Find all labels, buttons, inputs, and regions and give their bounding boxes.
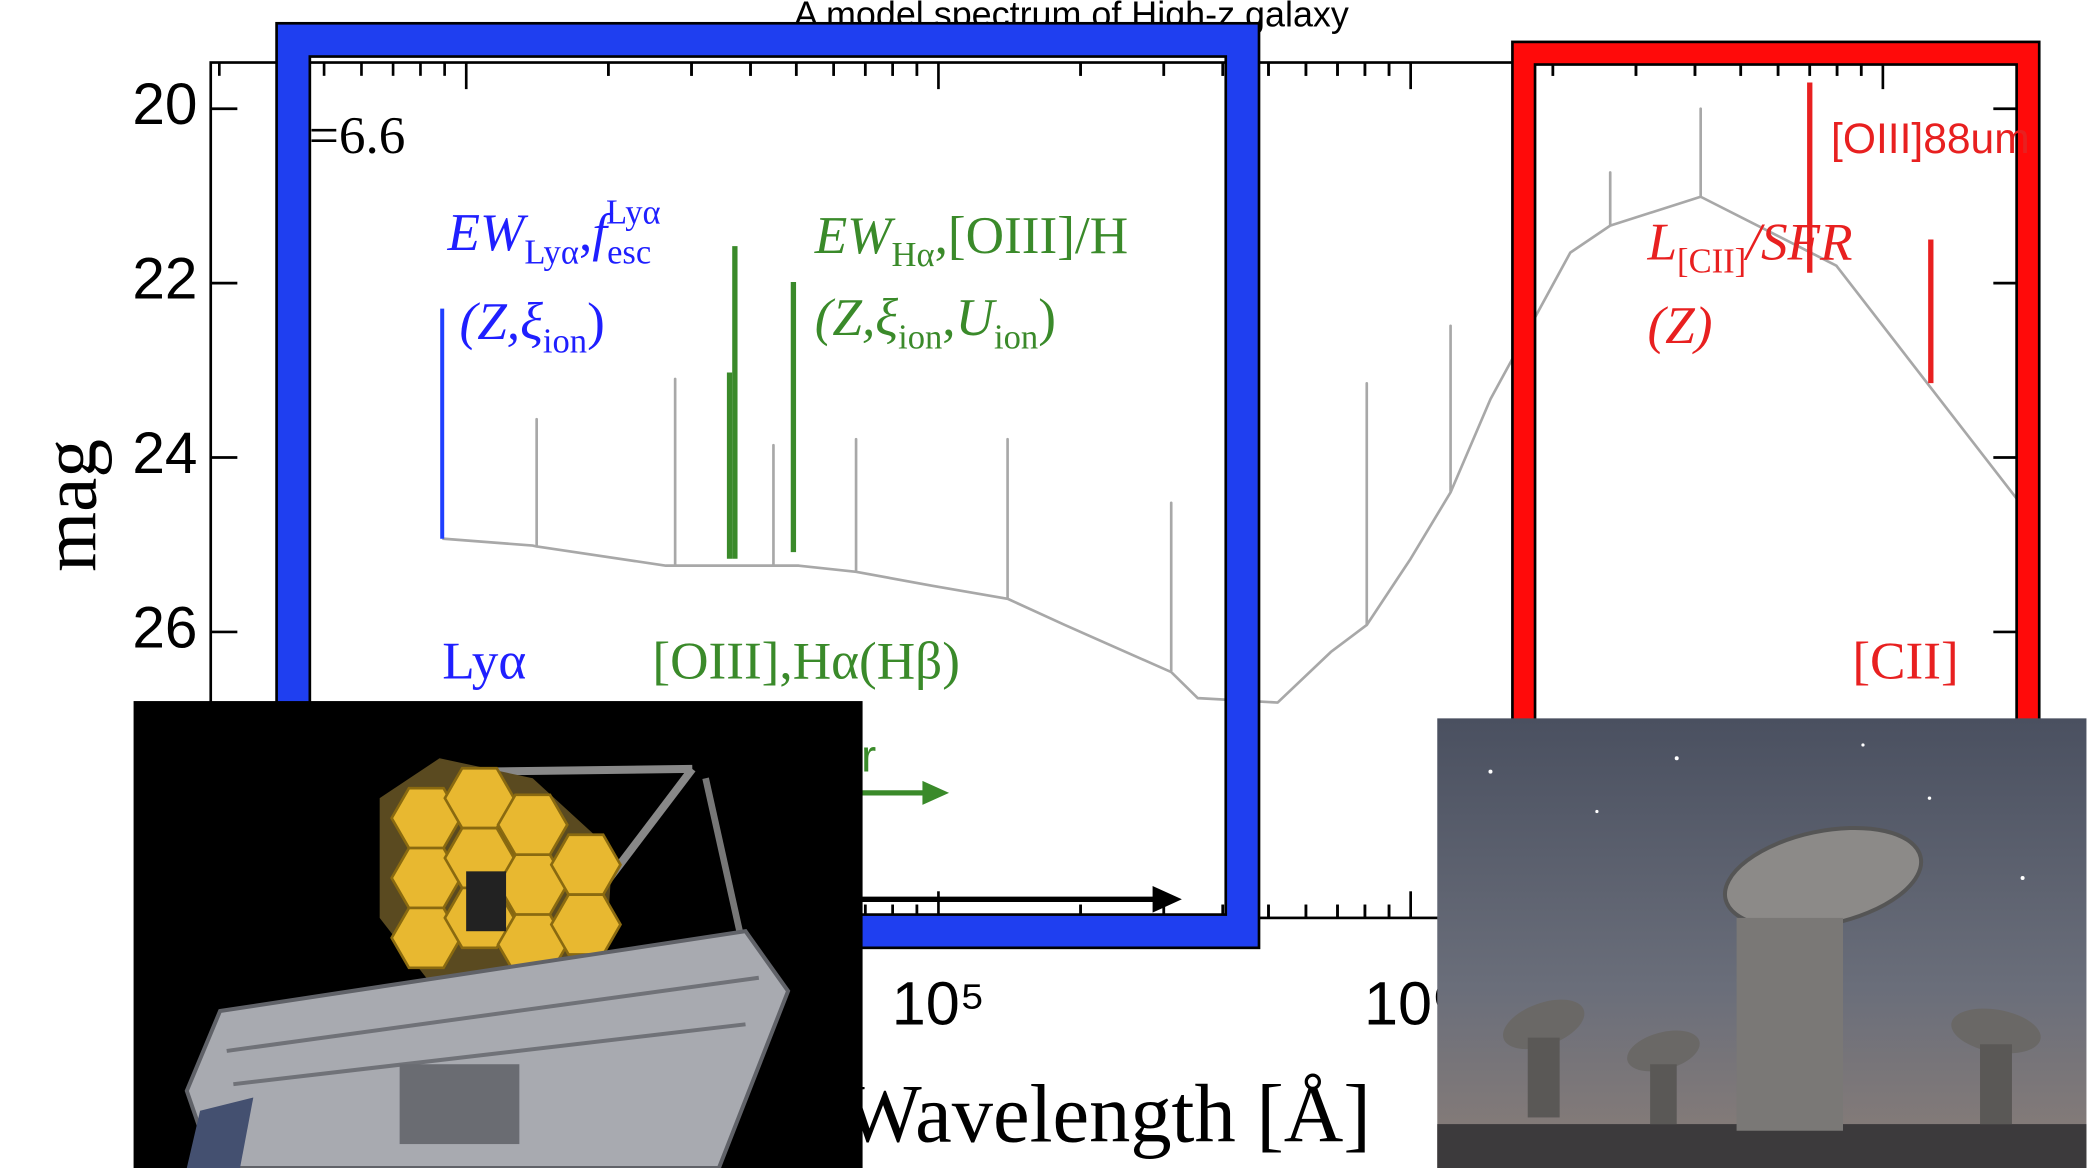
strut — [479, 769, 692, 772]
lya-label: Lyα — [442, 631, 526, 690]
y-tick-label: 20 — [132, 72, 197, 137]
star — [1675, 756, 1679, 760]
ha-diagnostic: EWHα,[OIII]/H — [814, 206, 1128, 274]
cii-dependence: (Z) — [1647, 296, 1712, 355]
antenna-base — [1737, 918, 1843, 1131]
oiii-label: [OIII],Hα(Hβ) — [652, 631, 960, 690]
text-part: /SFR — [1743, 212, 1852, 271]
text-part: U — [956, 288, 998, 347]
text-part: Lyα — [524, 233, 579, 271]
star — [1488, 770, 1492, 774]
spacecraft-bus — [400, 1064, 520, 1144]
text-part: [CII] — [1677, 243, 1746, 281]
text-part: (Z, — [815, 288, 876, 347]
alma-photo — [1437, 718, 2086, 1168]
lya-dependence: (Z,ξion) — [460, 292, 605, 360]
slide: A model spectrum of High-z galaxy 202224… — [0, 0, 2087, 1168]
antenna-base — [1650, 1064, 1677, 1124]
text-part: ion — [994, 319, 1038, 357]
cii-diagnostic: L[CII]/SFR — [1646, 212, 1852, 280]
page: {"chart_data": { "type": "line", "title"… — [0, 0, 2087, 1168]
star — [2021, 876, 2025, 880]
jwst-photo — [134, 701, 863, 1168]
text-part: ξ — [875, 288, 898, 347]
y-tick-label: 22 — [132, 247, 197, 312]
text-part: L — [1646, 212, 1677, 271]
text-part: , — [942, 288, 955, 347]
text-part: , — [579, 203, 592, 262]
star — [1861, 743, 1864, 746]
x-axis-label: Wavelength [Å] — [844, 1068, 1371, 1159]
secondary-mount — [466, 871, 506, 931]
text-part: EW — [447, 203, 529, 262]
text-part: (Z, — [460, 292, 521, 351]
text-part: ion — [543, 323, 587, 361]
text-part: ) — [1038, 288, 1056, 347]
cii-label: [CII] — [1852, 631, 1958, 690]
y-tick-label: 24 — [132, 421, 197, 486]
antenna-base — [1980, 1044, 2012, 1124]
text-part: ) — [587, 292, 605, 351]
antenna-base — [1528, 1038, 1560, 1118]
star — [1595, 810, 1598, 813]
y-tick-label: 26 — [132, 595, 197, 660]
text-part: Lyα — [606, 193, 661, 231]
x-tick-label: 10⁵ — [892, 969, 985, 1037]
text-part: ξ — [520, 292, 543, 351]
text-part: Hα — [892, 236, 935, 274]
text-part: EW — [814, 206, 896, 265]
text-part: ion — [898, 319, 942, 357]
lya-diagnostic: EWLyα,fescLyα — [447, 193, 661, 271]
arrow-head — [922, 781, 949, 805]
arrow-head — [1153, 886, 1182, 913]
text-part: ,[OIII]/H — [935, 206, 1129, 265]
y-axis-label: mag — [26, 439, 112, 572]
star — [1928, 796, 1931, 799]
ha-dependence: (Z,ξion,Uion) — [815, 288, 1056, 356]
oiii88-label: [OIII]88um — [1831, 115, 2030, 163]
text-part: esc — [607, 233, 651, 271]
